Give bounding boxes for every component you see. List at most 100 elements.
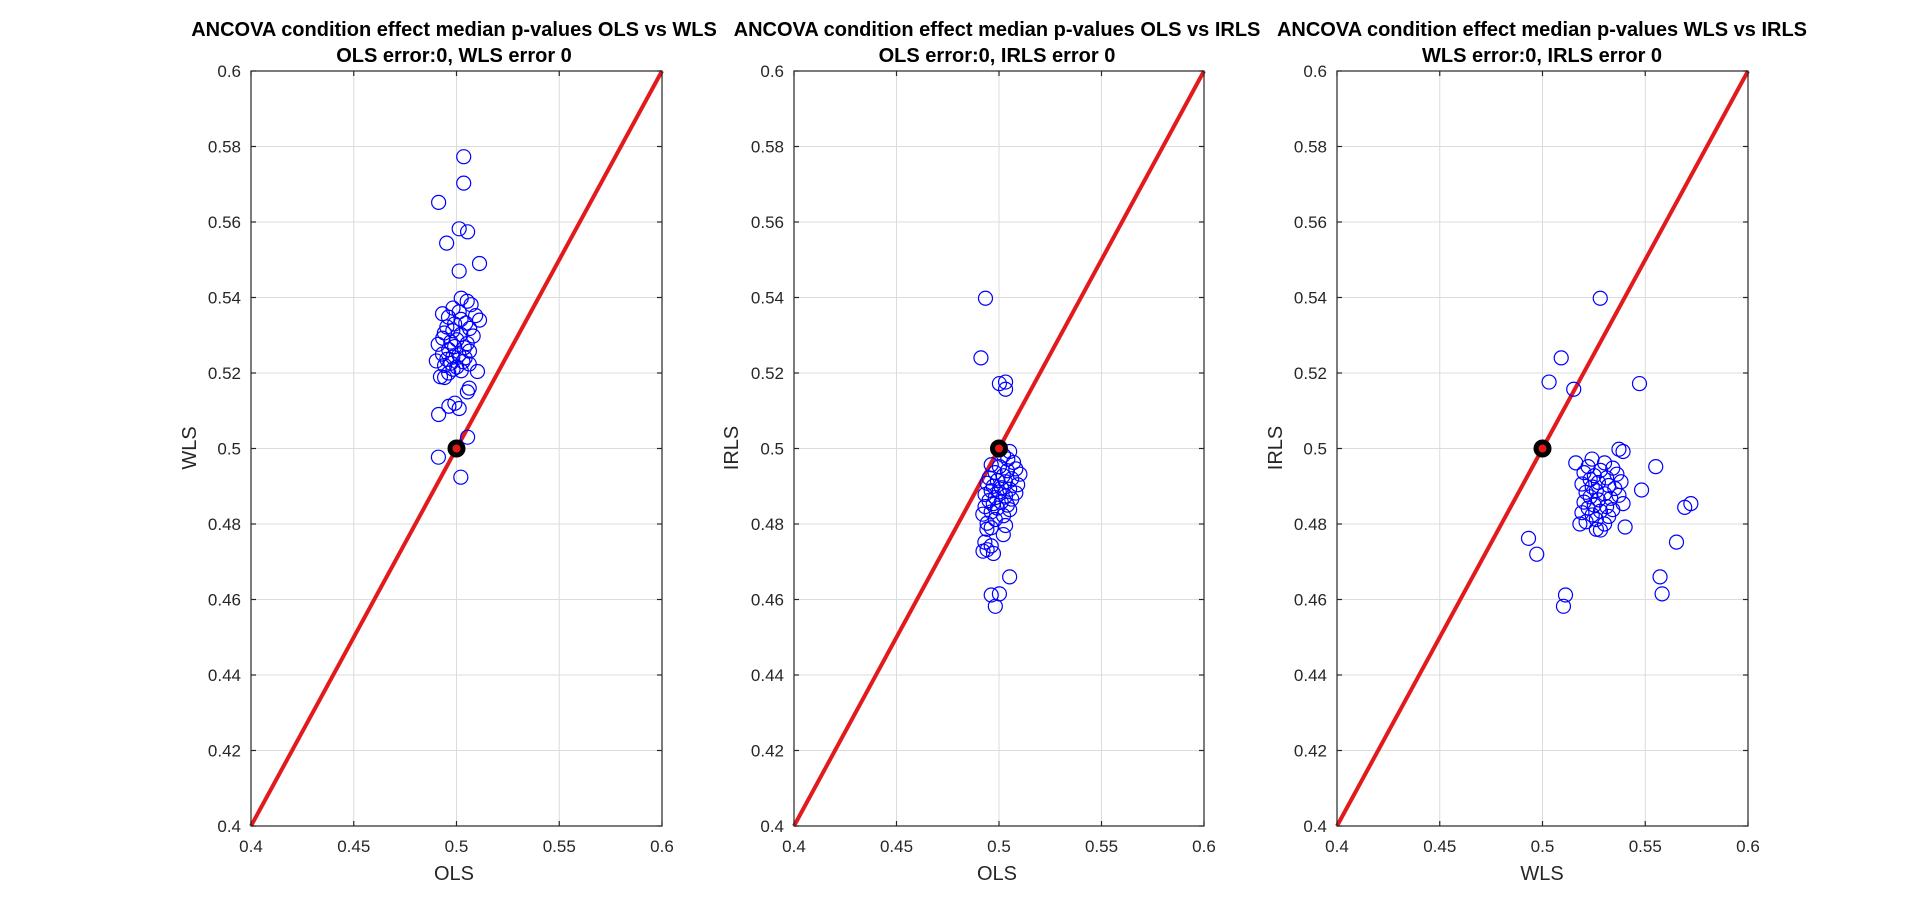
data-point bbox=[459, 429, 476, 445]
y-tick-label: 0.4 bbox=[217, 817, 241, 836]
x-tick-label: 0.5 bbox=[445, 837, 469, 856]
y-tick-label: 0.44 bbox=[1294, 666, 1327, 685]
chart-subtitle: OLS error:0, WLS error 0 bbox=[336, 45, 572, 67]
y-tick-label: 0.48 bbox=[751, 515, 784, 534]
y-tick-label: 0.52 bbox=[1294, 364, 1327, 383]
y-tick-label: 0.6 bbox=[760, 62, 784, 81]
data-point bbox=[461, 380, 477, 396]
data-point bbox=[1599, 470, 1615, 486]
data-point bbox=[1668, 534, 1685, 550]
data-point bbox=[1617, 519, 1633, 535]
data-point bbox=[430, 336, 446, 352]
data-point bbox=[985, 545, 1002, 562]
data-point bbox=[431, 194, 447, 210]
data-point bbox=[1601, 508, 1617, 525]
y-tick-label: 0.44 bbox=[751, 666, 784, 685]
data-point bbox=[1005, 454, 1022, 471]
chart-title: ANCOVA condition effect median p-values … bbox=[1277, 19, 1807, 41]
data-point bbox=[455, 354, 471, 370]
x-tick-label: 0.6 bbox=[1736, 837, 1760, 856]
data-point bbox=[428, 353, 444, 369]
y-tick-label: 0.56 bbox=[1294, 213, 1327, 232]
scatter-panel-ols-vs-irls: ANCOVA condition effect median p-values … bbox=[721, 19, 1260, 885]
data-point bbox=[451, 400, 467, 417]
data-point bbox=[1611, 487, 1627, 503]
data-point bbox=[449, 359, 465, 375]
data-point bbox=[1572, 516, 1588, 532]
data-point bbox=[459, 224, 476, 240]
data-point bbox=[1555, 598, 1572, 614]
y-axis-label: WLS bbox=[179, 426, 201, 469]
data-point bbox=[1520, 530, 1537, 546]
axes-frame bbox=[793, 70, 1205, 827]
data-point bbox=[445, 323, 461, 339]
data-point bbox=[1012, 466, 1028, 482]
y-tick-label: 0.6 bbox=[1303, 62, 1327, 81]
x-tick-labels: 0.4 0.45 0.5 0.55 0.6 bbox=[239, 837, 674, 856]
data-point bbox=[997, 374, 1014, 390]
x-tick-label: 0.5 bbox=[987, 837, 1011, 856]
y-tick-label: 0.56 bbox=[208, 213, 241, 232]
data-point bbox=[465, 328, 481, 344]
chart-subtitle: OLS error:0, IRLS error 0 bbox=[879, 45, 1116, 67]
y-tick-label: 0.46 bbox=[1294, 591, 1327, 610]
data-point bbox=[445, 361, 461, 377]
x-tick-label: 0.6 bbox=[650, 837, 674, 856]
data-point bbox=[995, 508, 1012, 524]
data-point bbox=[459, 293, 475, 309]
y-tick-label: 0.52 bbox=[751, 364, 784, 383]
y-tick-label: 0.42 bbox=[1294, 742, 1327, 761]
data-point bbox=[1615, 443, 1631, 460]
data-point bbox=[983, 587, 999, 603]
data-point bbox=[441, 365, 457, 381]
y-tick-label: 0.58 bbox=[751, 138, 784, 157]
data-points bbox=[1520, 290, 1699, 614]
data-point bbox=[977, 499, 993, 515]
y-tick-labels: 0.4 0.42 0.44 0.46 0.48 0.5 0.52 0.54 0.56 0.58 0.… bbox=[208, 62, 241, 836]
data-point bbox=[979, 521, 995, 537]
data-point bbox=[1557, 587, 1574, 603]
data-point bbox=[1566, 381, 1582, 397]
data-point bbox=[441, 398, 457, 414]
x-tick-labels: 0.4 0.45 0.5 0.55 0.6 bbox=[1325, 837, 1760, 856]
data-point bbox=[979, 515, 995, 531]
x-axis-label: OLS bbox=[434, 863, 474, 885]
data-point bbox=[469, 363, 486, 380]
data-point bbox=[975, 506, 991, 522]
data-point bbox=[1631, 375, 1648, 392]
data-point bbox=[987, 598, 1003, 614]
data-point bbox=[1648, 459, 1664, 475]
x-tick-label: 0.5 bbox=[1531, 837, 1555, 856]
x-tick-label: 0.45 bbox=[337, 837, 370, 856]
data-point bbox=[973, 350, 989, 366]
highlight-point bbox=[1533, 439, 1552, 458]
data-point bbox=[1633, 482, 1650, 498]
data-point bbox=[1002, 569, 1018, 585]
x-axis-label: OLS bbox=[977, 863, 1017, 885]
data-point bbox=[451, 221, 467, 237]
data-point bbox=[1677, 499, 1693, 515]
y-tick-label: 0.46 bbox=[751, 591, 784, 610]
x-tick-label: 0.4 bbox=[239, 837, 263, 856]
data-point bbox=[439, 235, 455, 251]
y-tick-label: 0.54 bbox=[208, 289, 241, 308]
y-tick-label: 0.5 bbox=[217, 440, 241, 459]
data-point bbox=[456, 175, 472, 191]
y-tick-label: 0.4 bbox=[760, 817, 784, 836]
data-point bbox=[1588, 483, 1604, 499]
data-points bbox=[428, 149, 488, 485]
data-point bbox=[1008, 461, 1024, 477]
y-tick-label: 0.44 bbox=[208, 666, 241, 685]
data-point bbox=[1609, 466, 1625, 482]
chart-title: ANCOVA condition effect median p-values … bbox=[734, 19, 1261, 41]
scatter-panel-ols-vs-wls: ANCOVA condition effect median p-values … bbox=[179, 19, 717, 885]
x-tick-labels: 0.4 0.45 0.5 0.55 0.6 bbox=[782, 837, 1216, 856]
chart-title: ANCOVA condition effect median p-values … bbox=[191, 19, 717, 41]
data-point bbox=[1592, 522, 1609, 538]
axes-box bbox=[250, 70, 663, 827]
axes-box bbox=[1336, 70, 1749, 827]
data-point bbox=[997, 517, 1014, 534]
y-tick-label: 0.46 bbox=[208, 591, 241, 610]
axes-frame bbox=[250, 70, 663, 827]
data-point bbox=[997, 381, 1014, 397]
